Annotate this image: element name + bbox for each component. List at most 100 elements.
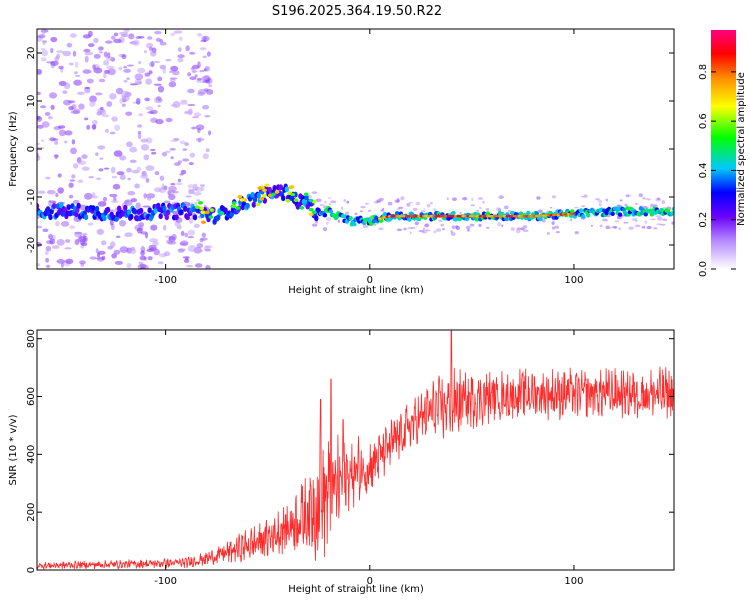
- noise-blob: [170, 32, 176, 36]
- noise-blob: [105, 40, 113, 44]
- noise-blob: [208, 130, 212, 136]
- noise-blob: [111, 200, 119, 204]
- noise-blob: [614, 220, 620, 223]
- noise-blob: [75, 61, 79, 68]
- ridge-hotspot: [299, 206, 305, 210]
- noise-blob: [41, 49, 48, 57]
- colorbar-ticks: 0.0 0.2 0.4 0.6 0.8: [698, 64, 736, 277]
- noise-blob: [538, 209, 543, 213]
- noise-blob: [671, 222, 674, 225]
- noise-blob: [311, 191, 318, 194]
- noise-blob: [649, 206, 652, 209]
- noise-blob: [656, 223, 663, 226]
- noise-blob: [146, 42, 153, 49]
- ridge-cell: [538, 216, 543, 222]
- noise-blob: [84, 117, 89, 121]
- ridge-cell: [229, 211, 234, 218]
- noise-blob: [166, 239, 173, 244]
- noise-blob: [179, 173, 184, 176]
- noise-blob: [465, 225, 471, 230]
- noise-blob: [138, 113, 143, 117]
- noise-blob: [202, 153, 209, 160]
- noise-blob: [450, 230, 453, 233]
- noise-blob: [119, 174, 126, 180]
- noise-blob: [482, 200, 485, 204]
- noise-blob: [199, 249, 203, 253]
- noise-blob: [123, 66, 127, 69]
- noise-blob: [42, 228, 49, 233]
- noise-blob: [65, 258, 74, 264]
- noise-blob: [65, 239, 71, 243]
- snr-ylabel: SNR (10 * v/v): [8, 414, 19, 485]
- noise-blob: [424, 229, 431, 232]
- ridge-cell: [102, 215, 107, 222]
- noise-blob: [126, 167, 132, 173]
- noise-blob: [546, 232, 551, 235]
- noise-blob: [515, 229, 521, 234]
- noise-blob: [100, 240, 107, 246]
- noise-blob: [58, 129, 66, 137]
- ridge-cell: [344, 219, 350, 224]
- noise-blob: [624, 203, 628, 207]
- noise-blob: [147, 256, 153, 261]
- ridge-cell: [192, 214, 198, 221]
- ridge-cell: [314, 215, 319, 222]
- noise-blob: [88, 176, 94, 179]
- noise-blob: [476, 210, 479, 212]
- noise-blob: [37, 142, 41, 146]
- noise-blob: [48, 116, 53, 120]
- noise-blob: [83, 48, 91, 53]
- noise-blob: [154, 83, 162, 86]
- ridge-cell: [185, 214, 190, 221]
- noise-blob: [107, 52, 111, 59]
- noise-blob: [414, 221, 419, 225]
- noise-blob: [202, 55, 207, 58]
- noise-blob: [162, 224, 167, 231]
- ridge-cell: [581, 214, 586, 219]
- noise-blob: [159, 39, 164, 43]
- noise-blob: [148, 244, 157, 250]
- noise-blob: [191, 126, 197, 130]
- noise-blob: [114, 260, 123, 265]
- noise-blob: [93, 53, 101, 59]
- noise-blob: [49, 92, 58, 99]
- noise-blob: [84, 86, 91, 89]
- noise-blob: [641, 225, 646, 229]
- ridge-cell: [670, 211, 674, 216]
- noise-blob: [644, 220, 648, 224]
- noise-blob: [144, 264, 149, 269]
- noise-blob: [200, 39, 207, 43]
- noise-blob: [450, 232, 456, 236]
- noise-blob: [325, 217, 332, 221]
- noise-blob: [169, 148, 176, 151]
- noise-blob: [182, 148, 187, 151]
- ridge-cell: [250, 191, 255, 198]
- noise-blob: [132, 39, 140, 46]
- noise-blob: [590, 224, 594, 227]
- spectrogram-heatmap: [37, 29, 674, 269]
- ridge-hotspot: [237, 194, 243, 199]
- noise-blob: [199, 184, 205, 187]
- noise-blob: [184, 232, 188, 238]
- noise-blob: [634, 224, 641, 228]
- noise-blob: [68, 106, 74, 111]
- ridge-cell: [293, 191, 298, 198]
- noise-blob: [119, 220, 126, 227]
- noise-blob: [126, 64, 134, 67]
- noise-blob: [422, 227, 426, 232]
- ridge-cell: [617, 212, 623, 217]
- noise-blob: [415, 201, 421, 206]
- ridge-hotspot: [274, 190, 280, 194]
- noise-blob: [169, 77, 178, 80]
- noise-blob: [343, 199, 347, 202]
- noise-blob: [45, 245, 52, 252]
- noise-blob: [195, 80, 204, 83]
- noise-blob: [41, 40, 48, 43]
- noise-blob: [60, 262, 64, 268]
- noise-blob: [93, 37, 99, 44]
- noise-blob: [187, 104, 196, 106]
- noise-blob: [315, 198, 322, 203]
- noise-blob: [134, 73, 144, 81]
- ridge-hotspot: [235, 206, 241, 210]
